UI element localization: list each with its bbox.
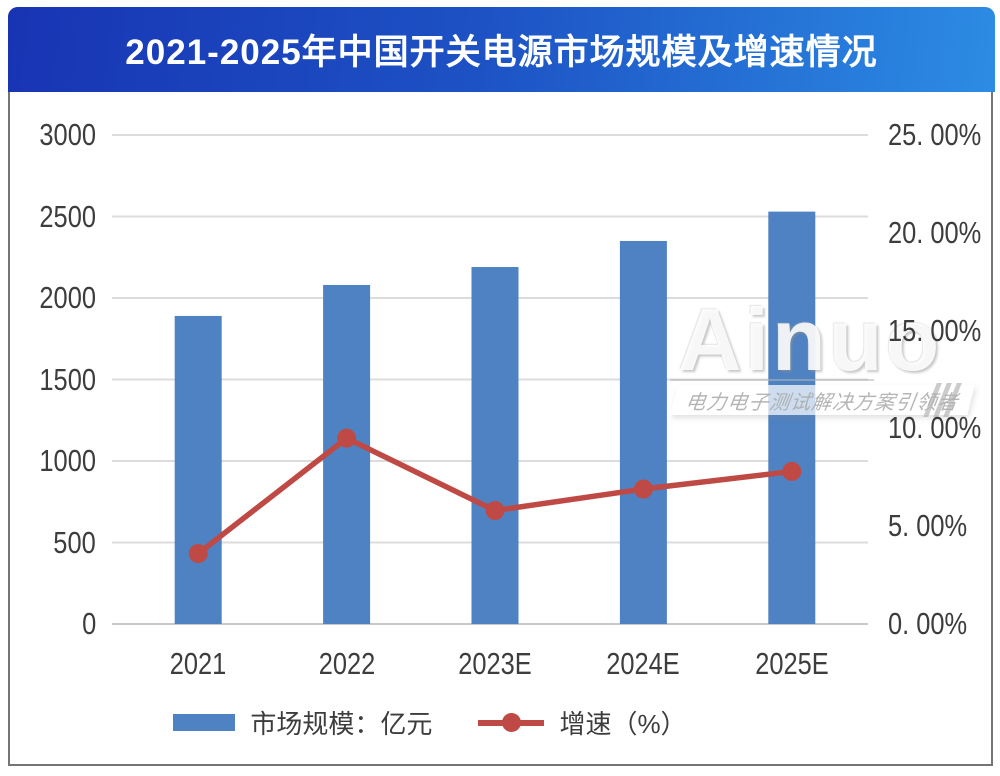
- legend-item-growth-rate: 增速（%）: [478, 704, 687, 741]
- growth-point-2021: [188, 544, 208, 564]
- title-banner: 2021-2025年中国开关电源市场规模及增速情况: [8, 7, 995, 92]
- bar-2024E: [619, 240, 667, 624]
- growth-point-2025E: [782, 461, 802, 481]
- growth-point-2024E: [633, 479, 653, 499]
- legend-item-market-size: 市场规模：亿元: [173, 704, 432, 741]
- watermark-tagline: 电力电子测试解决方案引领者: [684, 391, 961, 414]
- legend: 市场规模：亿元 增速（%）: [170, 701, 690, 743]
- bar-series-swatch-icon: [173, 713, 236, 731]
- chart-title: 2021-2025年中国开关电源市场规模及增速情况: [125, 33, 878, 72]
- watermark-underline: [670, 379, 874, 381]
- growth-point-2023E: [485, 501, 505, 521]
- growth-point-2022: [337, 428, 357, 448]
- line-series-marker-icon: [478, 712, 545, 732]
- legend-bar-label: 市场规模：亿元: [250, 708, 433, 739]
- watermark-brand-logo: Ainuo: [678, 290, 943, 389]
- watermark-slashes-icon: [923, 383, 962, 417]
- bar-2021: [174, 315, 222, 624]
- bar-2025E: [768, 211, 816, 625]
- bar-2023E: [471, 267, 519, 624]
- watermark: Ainuo 电力电子测试解决方案引领者: [664, 290, 984, 428]
- legend-line-label: 增速（%）: [559, 708, 687, 739]
- bar-2022: [323, 284, 371, 624]
